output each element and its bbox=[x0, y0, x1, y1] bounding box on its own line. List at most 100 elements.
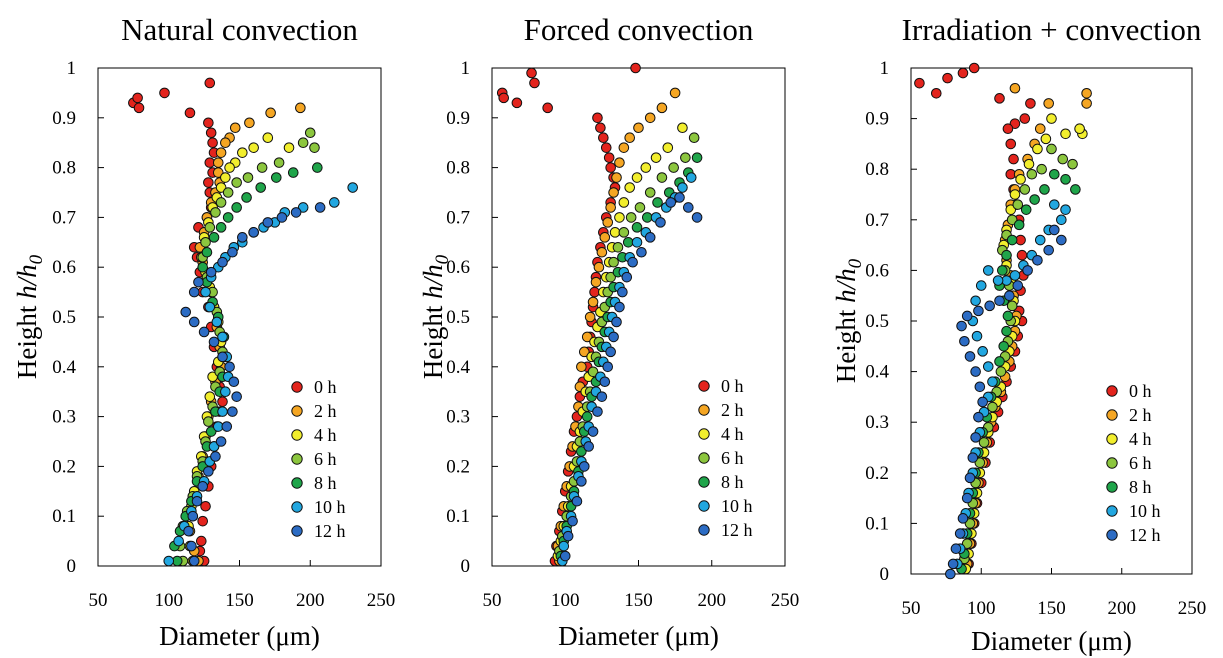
data-point bbox=[329, 197, 340, 208]
data-point bbox=[221, 421, 233, 432]
data-point bbox=[237, 232, 248, 243]
legend: 0 h 2 h 4 h 6 h 8 h 10 h 12 h bbox=[291, 377, 346, 541]
data-point bbox=[1005, 204, 1017, 215]
data-point bbox=[578, 346, 590, 358]
data-point bbox=[605, 202, 616, 213]
chart-panel-3: Irradiation + convection 50 100 150 200 250 0 0… bbox=[831, 12, 1206, 656]
legend-label: 12 h bbox=[314, 521, 346, 541]
y-tick-label: 0.2 bbox=[865, 463, 889, 484]
data-point bbox=[947, 558, 959, 570]
data-point bbox=[584, 311, 596, 323]
legend-label: 6 h bbox=[1129, 453, 1152, 473]
data-point bbox=[309, 142, 320, 153]
data-point bbox=[1019, 113, 1031, 124]
data-point bbox=[1060, 128, 1071, 140]
legend-marker bbox=[1106, 409, 1118, 421]
x-tick-label: 250 bbox=[771, 590, 800, 611]
data-point bbox=[680, 152, 691, 163]
data-point bbox=[297, 137, 309, 148]
data-point bbox=[583, 441, 594, 452]
data-point bbox=[603, 152, 615, 163]
legend-label: 2 h bbox=[721, 400, 744, 420]
legend-label: 8 h bbox=[314, 473, 337, 493]
data-point bbox=[611, 172, 622, 183]
data-point bbox=[578, 461, 590, 472]
y-tick-label: 0.7 bbox=[446, 207, 470, 228]
data-point bbox=[685, 172, 697, 183]
legend-label: 0 h bbox=[721, 376, 744, 396]
data-point bbox=[617, 286, 628, 298]
data-point bbox=[640, 162, 652, 173]
data-point bbox=[159, 87, 170, 99]
legend-label: 8 h bbox=[721, 472, 744, 492]
data-point bbox=[656, 172, 668, 183]
data-point bbox=[1043, 98, 1054, 109]
data-point bbox=[191, 495, 203, 507]
data-point bbox=[581, 331, 593, 343]
data-point bbox=[961, 492, 973, 504]
data-point bbox=[1001, 249, 1012, 261]
legend-marker bbox=[698, 476, 710, 488]
data-point bbox=[1060, 174, 1071, 185]
x-tick-label: 100 bbox=[967, 598, 996, 619]
data-point bbox=[1046, 113, 1057, 124]
data-point bbox=[930, 88, 942, 99]
data-point bbox=[982, 361, 994, 372]
data-point bbox=[987, 401, 998, 413]
data-point bbox=[630, 62, 641, 74]
data-point bbox=[1026, 168, 1038, 180]
data-point bbox=[184, 107, 196, 119]
legend-label: 12 h bbox=[1129, 525, 1161, 545]
data-point bbox=[248, 227, 259, 238]
data-point bbox=[228, 376, 240, 388]
data-point bbox=[215, 436, 227, 447]
y-tick-label: 0.2 bbox=[52, 456, 76, 477]
legend-label: 4 h bbox=[314, 425, 337, 445]
y-tick-label: 0.7 bbox=[52, 207, 76, 228]
data-point bbox=[203, 177, 214, 188]
data-point bbox=[193, 276, 204, 288]
data-point bbox=[1067, 158, 1078, 170]
legend-marker bbox=[698, 500, 710, 512]
data-point bbox=[187, 510, 199, 522]
data-point bbox=[592, 406, 603, 417]
data-point bbox=[163, 555, 175, 567]
legend-marker bbox=[698, 524, 710, 536]
data-point bbox=[970, 366, 981, 377]
data-point bbox=[1008, 153, 1019, 165]
data-point bbox=[208, 232, 220, 243]
chart-panel-1: Natural convection 50 100 150 200 250 0 0.1 0.2 0… bbox=[12, 12, 395, 651]
legend-label: 2 h bbox=[314, 401, 337, 421]
data-point bbox=[237, 147, 248, 158]
data-point bbox=[204, 222, 216, 233]
data-point bbox=[576, 361, 587, 373]
data-point bbox=[599, 376, 611, 388]
legend-label: 4 h bbox=[721, 424, 744, 444]
data-point bbox=[633, 122, 644, 134]
legend-label: 12 h bbox=[721, 520, 753, 540]
data-point bbox=[971, 330, 983, 342]
data-point bbox=[215, 182, 227, 193]
y-tick-label: 0.1 bbox=[52, 506, 76, 527]
data-point bbox=[618, 227, 630, 238]
data-point bbox=[1043, 244, 1054, 256]
y-axis-label: Height h/h0 bbox=[418, 254, 453, 379]
data-point bbox=[691, 152, 703, 163]
data-point bbox=[220, 386, 231, 398]
y-tick-label: 0.1 bbox=[865, 513, 889, 534]
x-tick-label: 200 bbox=[1108, 598, 1137, 619]
data-point bbox=[964, 518, 976, 529]
x-tick-label: 100 bbox=[551, 590, 580, 611]
data-point bbox=[618, 142, 630, 153]
data-point bbox=[634, 202, 646, 213]
data-point bbox=[605, 271, 616, 283]
data-point bbox=[618, 197, 630, 208]
data-point bbox=[984, 300, 995, 312]
data-point bbox=[605, 346, 616, 358]
data-point bbox=[173, 535, 184, 547]
data-point bbox=[244, 117, 255, 129]
y-tick-label: 0.4 bbox=[865, 362, 889, 383]
data-point bbox=[297, 202, 309, 213]
data-point bbox=[200, 500, 211, 512]
